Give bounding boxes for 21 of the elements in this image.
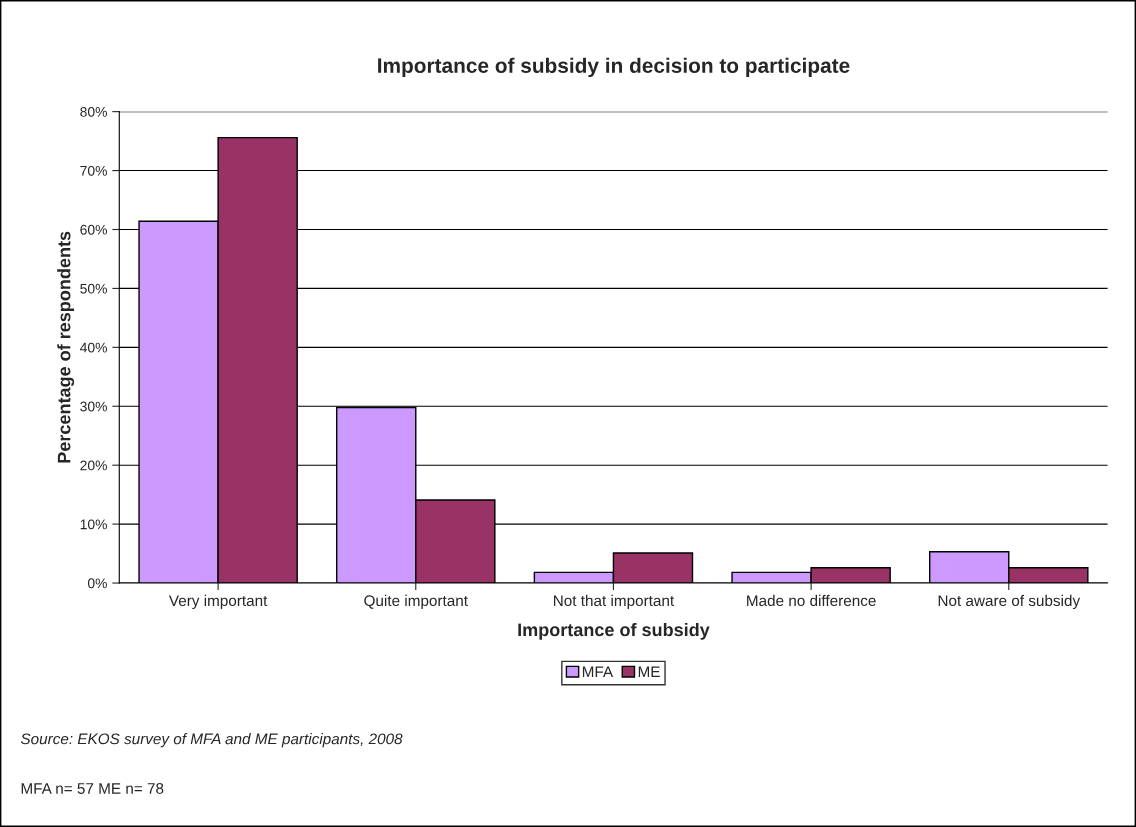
y-tick-label: 20% (80, 460, 107, 471)
y-tick-label: 0% (87, 578, 107, 589)
x-tick-label: Made no difference (747, 594, 876, 607)
x-axis-title: Importance of subsidy (518, 622, 710, 640)
y-tick-label: 50% (80, 283, 107, 294)
text: MFA n= 57 ME n= 78 (21, 783, 164, 794)
legend-label: ME (638, 666, 660, 678)
y-tick-label: 40% (80, 342, 107, 353)
y-axis-title: Percentage of respondents (57, 231, 75, 463)
y-tick-label: 30% (80, 401, 107, 412)
x-tick-label: Quite important (364, 594, 468, 610)
legend-label: MFA (582, 666, 614, 678)
y-tick-label: 10% (80, 519, 107, 530)
y-tick-label: 80% (80, 106, 107, 117)
y-tick-label: 60% (80, 224, 107, 235)
x-tick-label: Not that important (553, 594, 675, 610)
source-note: Source: EKOS survey of MFA and ME participants, 2008 (20, 733, 403, 748)
chart-title: Importance of subsidy in decision to participate (378, 57, 850, 78)
x-tick-label: Very important (168, 594, 268, 610)
x-tick-label: Not aware of subsidy (938, 594, 1081, 610)
y-tick-label: 70% (80, 165, 107, 176)
